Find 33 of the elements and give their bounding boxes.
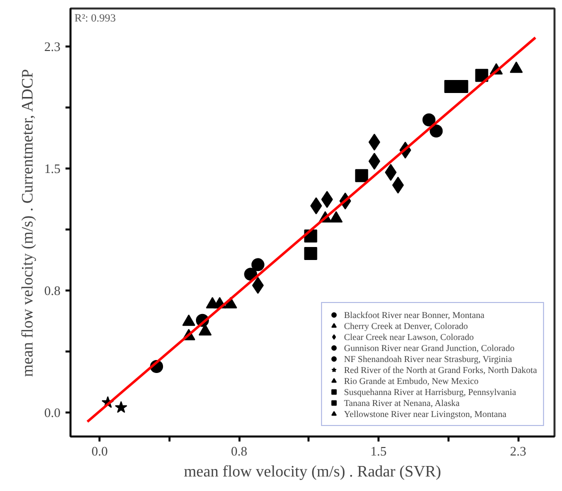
x-tick-label: 1.5 <box>370 444 387 458</box>
legend-label: Susquehanna River at Harrisburg, Pennsylvania <box>344 386 516 397</box>
x-tick-label: 0.8 <box>231 444 248 458</box>
legend-label: Red River of the North at Grand Forks, North Dakota <box>344 364 537 375</box>
point <box>355 169 368 182</box>
point <box>384 164 397 181</box>
y-tick-label: 2.3 <box>44 39 60 54</box>
annotation: R²: 0.993 <box>74 12 116 24</box>
y-tick-label: 0.8 <box>44 283 60 298</box>
point <box>330 211 343 222</box>
point <box>198 324 212 336</box>
legend-label: Rio Grande at Embudo, New Mexico <box>344 375 478 386</box>
point <box>422 113 436 126</box>
legend-label: Blackfoot River near Bonner, Montana <box>344 309 484 320</box>
legend-label: NF Shenandoah River near Strasburg, Virginia <box>344 353 512 364</box>
point <box>251 258 264 272</box>
legend-label: Gunnison River near Grand Junction, Colorado <box>344 342 514 353</box>
x-axis-title: mean flow velocity (m/s) . Radar (SVR) <box>184 464 442 480</box>
point <box>182 314 196 326</box>
point <box>304 247 318 260</box>
y-tick-label: 0.0 <box>44 405 60 420</box>
point <box>430 124 443 138</box>
point <box>475 68 488 82</box>
y-tick-label: 1.5 <box>44 161 60 176</box>
y-axis-title: mean flow velocity (m/s) . Currentmeter, ADCP <box>19 68 36 377</box>
legend-label: Yellowstone River near Livingston, Montana <box>344 408 506 419</box>
point <box>114 401 128 413</box>
legend-label: Tanana River at Nenana, Alaska <box>344 397 460 408</box>
point <box>455 80 468 93</box>
legend-label: Clear Creek near Lawson, Colorado <box>344 331 474 342</box>
x-tick-label: 0.0 <box>91 444 108 458</box>
legend-label: Cherry Creek at Denver, Colorado <box>344 320 468 331</box>
x-tick-label: 2.3 <box>510 444 526 458</box>
